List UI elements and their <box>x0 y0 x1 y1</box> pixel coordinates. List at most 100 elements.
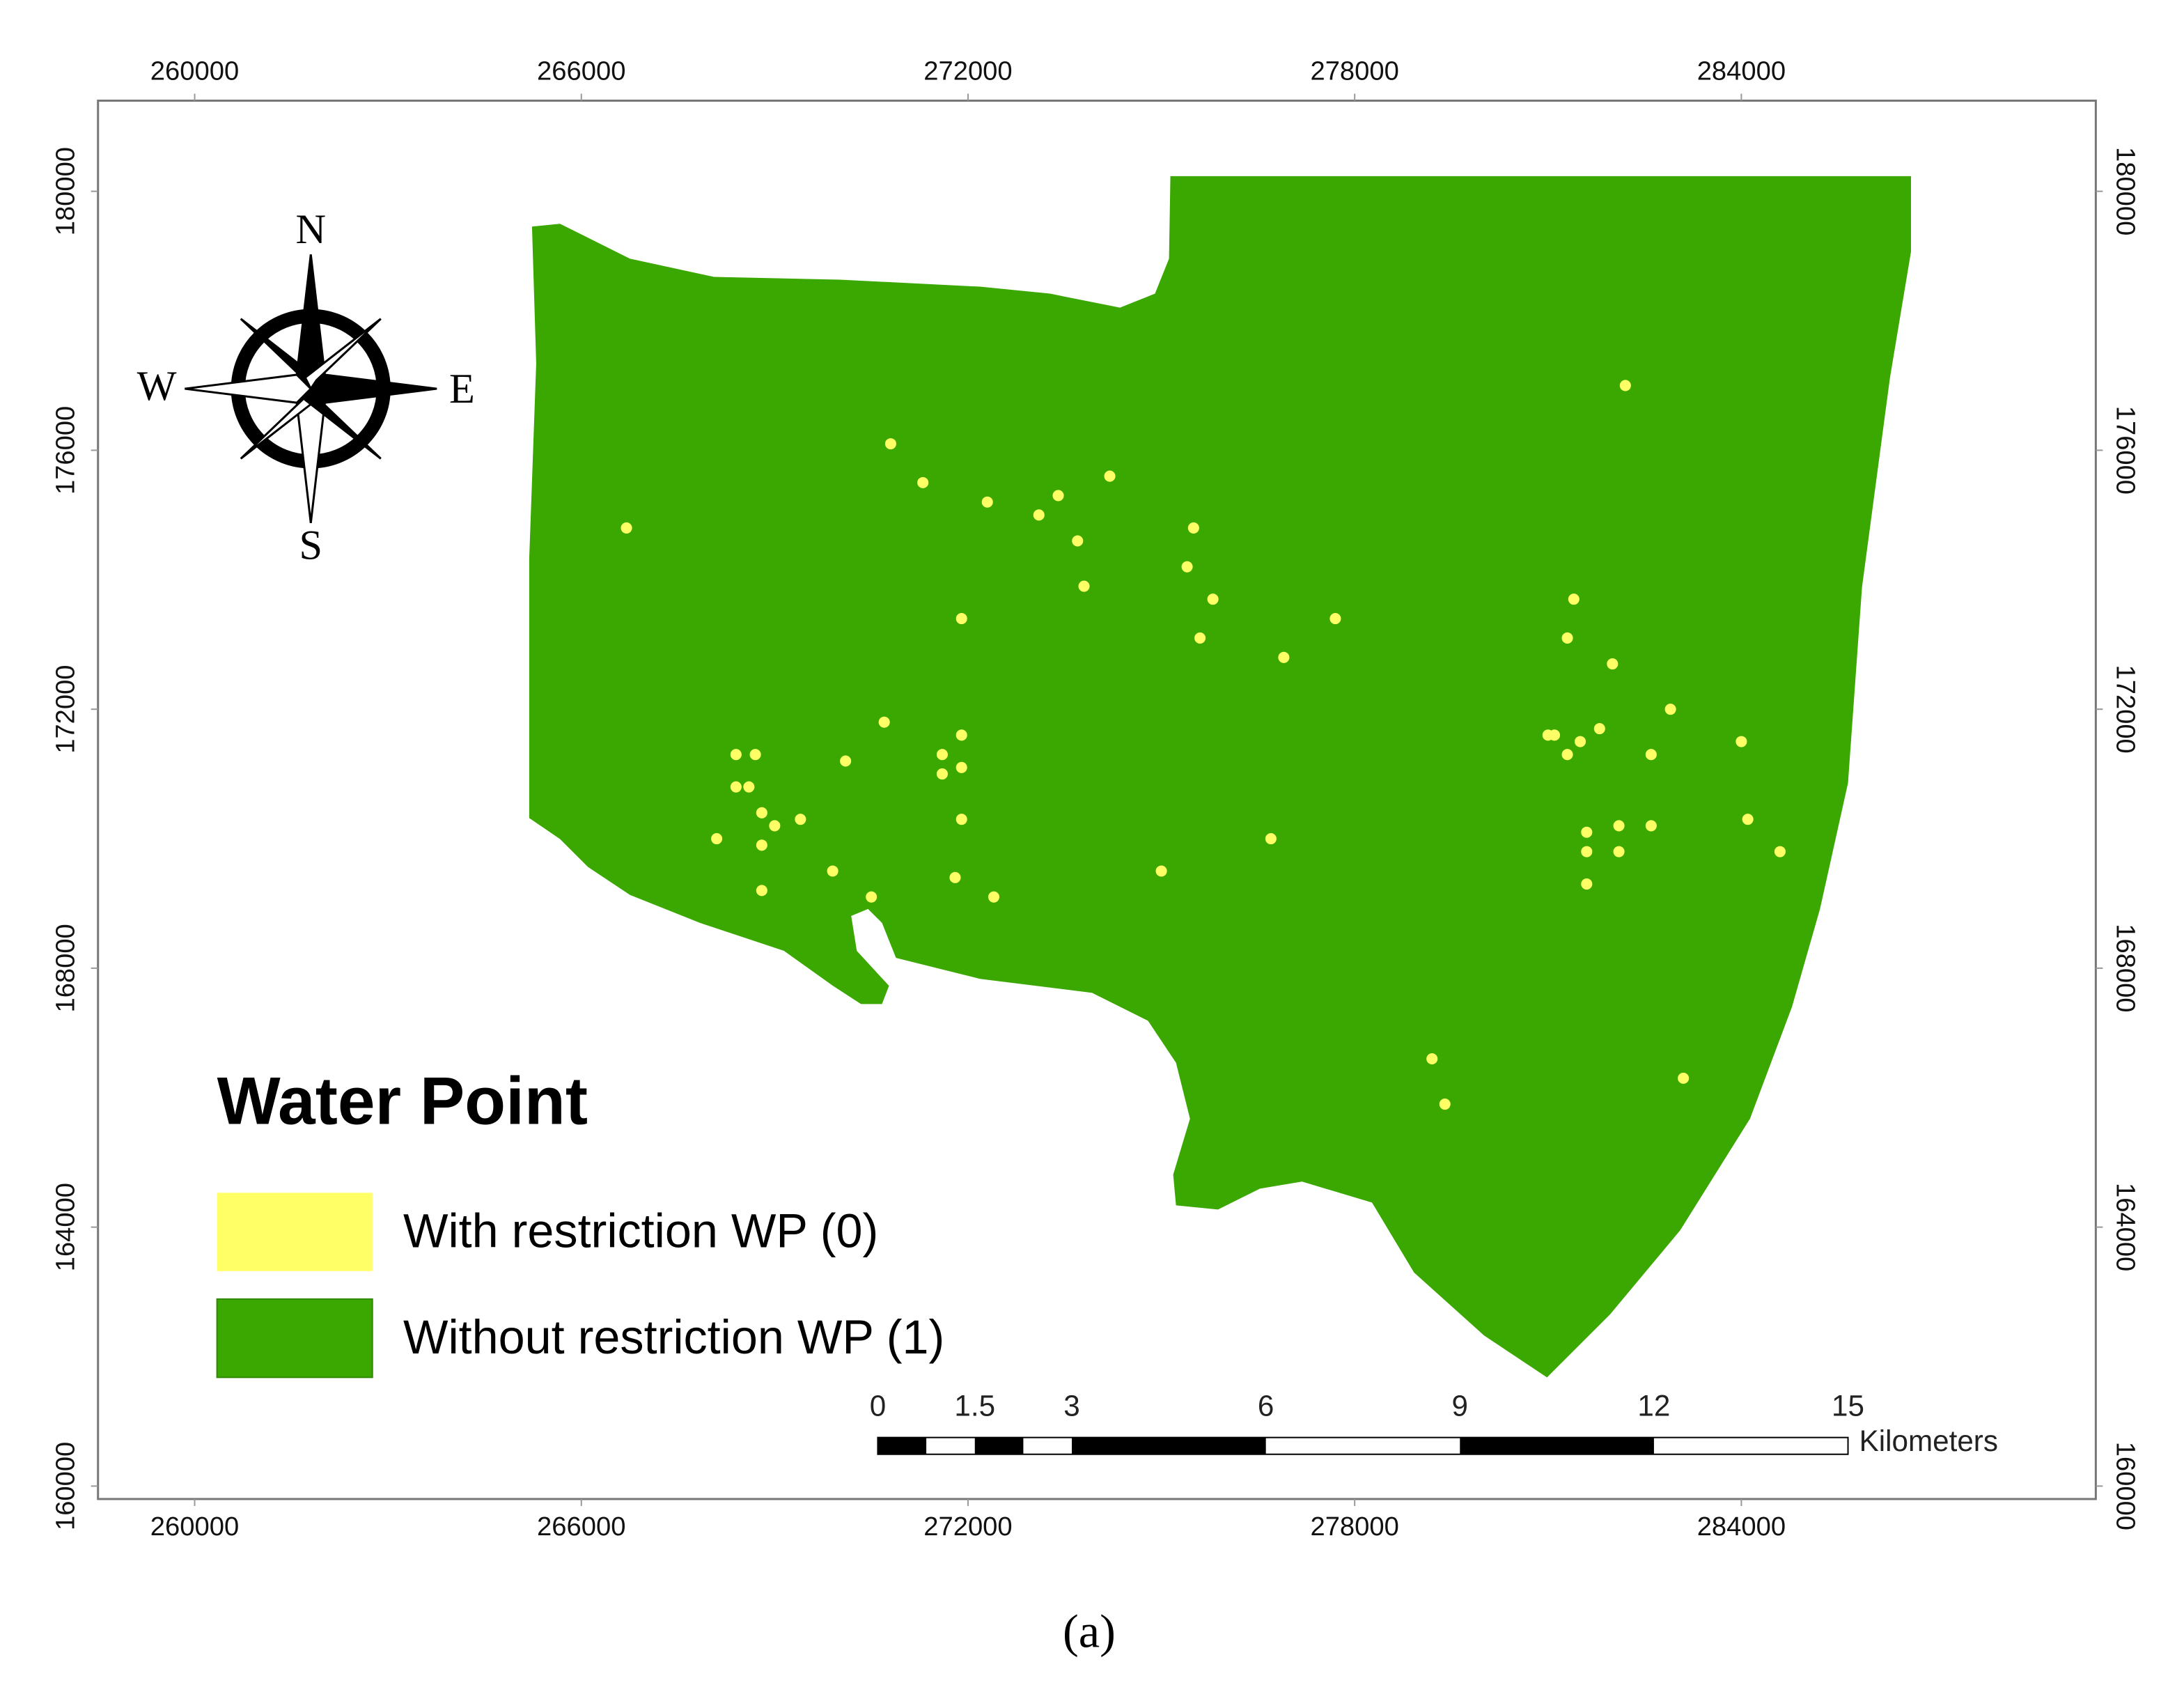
water-point <box>1613 820 1625 832</box>
water-point <box>621 522 632 534</box>
scale-bar-unit: Kilometers <box>1859 1425 1998 1457</box>
water-point <box>1736 736 1747 747</box>
water-point <box>936 768 948 780</box>
water-point <box>981 496 993 508</box>
x-tick-label: 272000 <box>923 1512 1012 1542</box>
legend-swatch <box>217 1193 373 1271</box>
scale-bar-label: 6 <box>1258 1390 1274 1422</box>
water-point <box>1607 658 1618 670</box>
water-point <box>749 749 761 761</box>
water-point <box>756 839 767 851</box>
water-point <box>1561 632 1573 644</box>
water-point <box>1265 832 1277 845</box>
water-point <box>1181 561 1193 573</box>
y-tick-label: 164000 <box>2110 1183 2140 1271</box>
water-point <box>1207 593 1219 605</box>
x-tick-label: 278000 <box>1310 1512 1398 1542</box>
scale-bar-label: 15 <box>1832 1390 1864 1422</box>
water-point <box>730 781 742 793</box>
y-tick-label: 160000 <box>51 1442 81 1530</box>
water-point <box>884 438 896 450</box>
y-tick-label: 172000 <box>2110 665 2140 754</box>
compass-east: E <box>449 366 475 412</box>
water-point <box>1774 846 1786 857</box>
water-point <box>956 729 967 741</box>
y-tick-label: 164000 <box>51 1183 81 1271</box>
scale-bar-label: 9 <box>1452 1390 1468 1422</box>
scale-bar-segment <box>1460 1437 1654 1454</box>
water-point <box>1575 736 1586 747</box>
water-point <box>988 891 1000 903</box>
y-tick-label: 160000 <box>2110 1442 2140 1530</box>
water-point <box>795 814 806 825</box>
water-point <box>756 807 767 818</box>
water-point <box>1742 814 1754 825</box>
scale-bar-segment <box>878 1437 927 1454</box>
x-tick-label: 272000 <box>923 56 1012 86</box>
y-tick-label: 168000 <box>2110 924 2140 1012</box>
water-point <box>956 814 967 825</box>
compass-rose <box>185 254 437 523</box>
water-point <box>1645 749 1657 761</box>
study-area <box>529 176 1911 1378</box>
water-point <box>1194 632 1206 644</box>
x-tick-label: 284000 <box>1697 56 1786 86</box>
x-tick-label: 266000 <box>537 1512 625 1542</box>
compass-north: N <box>296 206 327 253</box>
water-point <box>1104 470 1116 482</box>
legend-label: Without restriction WP (1) <box>403 1311 944 1364</box>
scale-bar-label: 1.5 <box>954 1390 995 1422</box>
water-point <box>1052 490 1064 502</box>
water-point <box>1568 593 1580 605</box>
y-tick-label: 180000 <box>2110 147 2140 235</box>
x-tick-label: 284000 <box>1697 1512 1786 1542</box>
water-point <box>1439 1099 1451 1110</box>
water-point <box>1329 613 1341 625</box>
y-tick-label: 172000 <box>51 665 81 754</box>
water-point <box>769 820 781 832</box>
water-point <box>956 613 967 625</box>
scale-bar-outline <box>877 1436 1849 1455</box>
water-point <box>949 871 961 883</box>
water-point <box>1581 878 1593 890</box>
water-point <box>1613 846 1625 857</box>
water-point <box>743 781 755 793</box>
water-point <box>1033 509 1045 521</box>
y-tick-label: 176000 <box>2110 406 2140 495</box>
water-point <box>840 755 852 767</box>
water-point <box>827 865 838 877</box>
scale-bar-segment <box>1072 1437 1266 1454</box>
water-point <box>1072 535 1084 547</box>
water-point <box>936 749 948 761</box>
water-point <box>1664 704 1676 715</box>
water-point <box>1619 380 1631 391</box>
water-point <box>1581 846 1593 857</box>
legend-title: Water Point <box>217 1064 588 1138</box>
y-tick-label: 176000 <box>51 406 81 495</box>
water-point <box>1549 729 1561 741</box>
water-point <box>1155 865 1167 877</box>
caption: (a) <box>1063 1604 1116 1657</box>
scale-bar-label: 0 <box>870 1390 886 1422</box>
water-point <box>711 832 723 845</box>
y-tick-label: 168000 <box>51 924 81 1012</box>
water-point <box>730 749 742 761</box>
scale-bar-segment <box>974 1437 1024 1454</box>
scale-bar-label: 12 <box>1637 1390 1670 1422</box>
water-point <box>1593 722 1605 735</box>
x-tick-label: 260000 <box>150 56 239 86</box>
compass-south: S <box>299 522 323 569</box>
scale-bar-label: 3 <box>1063 1390 1079 1422</box>
water-point <box>1561 749 1573 761</box>
water-point <box>1426 1053 1438 1065</box>
compass-west: W <box>137 363 177 410</box>
water-point <box>1187 522 1199 534</box>
x-tick-label: 266000 <box>537 56 625 86</box>
y-tick-label: 180000 <box>51 147 81 235</box>
water-point <box>1678 1072 1690 1084</box>
legend-swatch <box>216 1298 373 1379</box>
x-tick-label: 260000 <box>150 1512 239 1542</box>
water-point <box>866 891 878 903</box>
water-point <box>878 716 890 728</box>
